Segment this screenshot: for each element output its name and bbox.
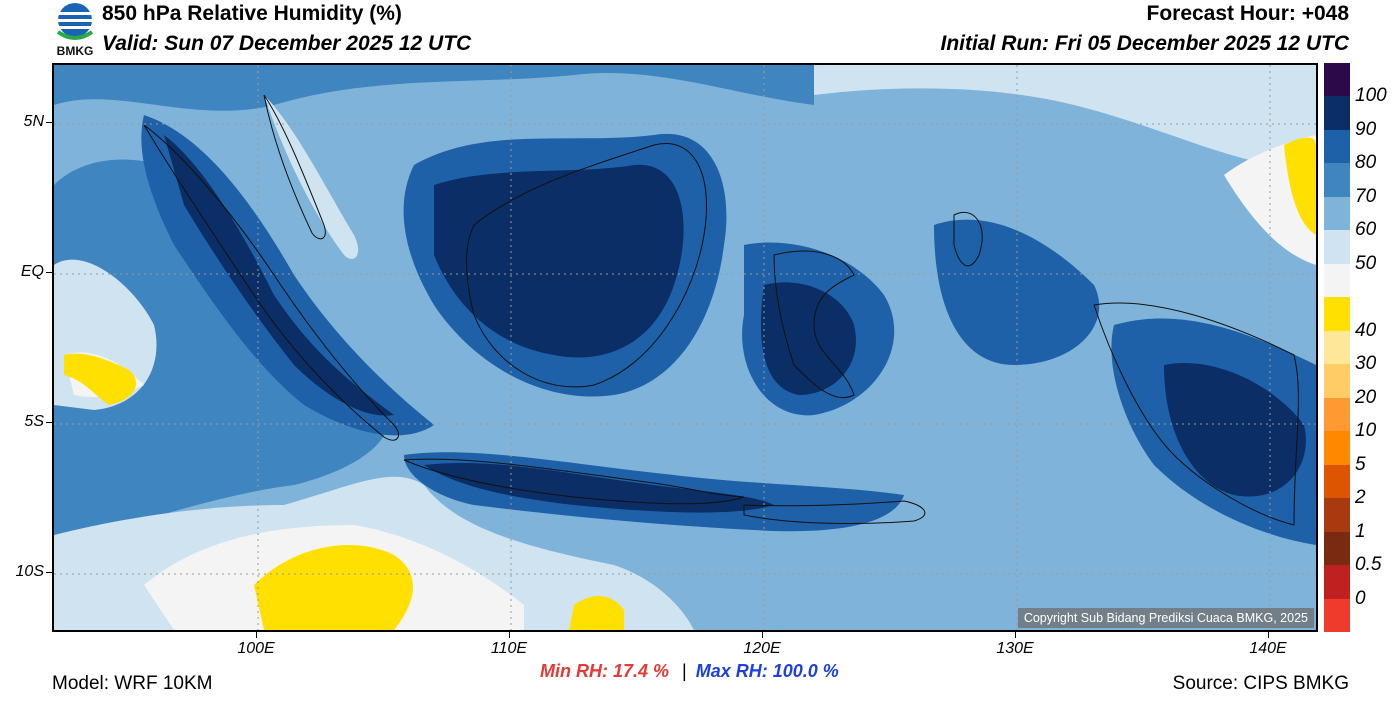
sulawesi-coast xyxy=(773,250,855,399)
lat-label-10s: 10S xyxy=(15,563,44,580)
colorbar-segment xyxy=(1324,531,1350,566)
lon-tick xyxy=(256,632,257,638)
max-rh: Max RH: 100.0 % xyxy=(695,661,839,681)
colorbar-segment xyxy=(1324,364,1350,399)
coastlines xyxy=(143,94,1299,526)
colorbar-label: 10 xyxy=(1355,420,1377,442)
colorbar-segment xyxy=(1324,397,1350,432)
colorbar-segment xyxy=(1324,498,1350,533)
papua-coast xyxy=(1093,302,1299,526)
initial-run: Initial Run: Fri 05 December 2025 12 UTC xyxy=(940,32,1349,55)
lat-label-5n: 5N xyxy=(23,113,44,130)
lon-tick xyxy=(1015,632,1016,638)
lat-tick xyxy=(46,272,52,273)
rh-separator: | xyxy=(682,661,687,681)
java-coast xyxy=(403,458,745,505)
colorbar-label: 50 xyxy=(1355,252,1377,274)
lon-tick xyxy=(1268,632,1269,638)
humidity-field xyxy=(54,65,1316,630)
bmkg-emblem-icon xyxy=(56,3,94,40)
lat-tick xyxy=(46,122,52,123)
colorbar-label: 0 xyxy=(1355,587,1366,609)
colorbar-segment xyxy=(1324,96,1350,131)
colorbar-label: 80 xyxy=(1355,152,1377,174)
min-rh: Min RH: 17.4 % xyxy=(540,661,670,681)
lat-label-eq: EQ xyxy=(20,263,44,280)
lat-tick xyxy=(46,422,52,423)
lon-label-100e: 100E xyxy=(237,640,275,657)
colorbar-label: 90 xyxy=(1355,118,1377,140)
colorbar-segment xyxy=(1324,196,1350,231)
lon-tick xyxy=(762,632,763,638)
colorbar-segment xyxy=(1324,330,1350,365)
lon-label-140e: 140E xyxy=(1249,640,1287,657)
halmahera-coast xyxy=(953,212,983,267)
colorbar-segment xyxy=(1324,163,1350,198)
colorbar-label: 20 xyxy=(1355,386,1377,408)
lon-label-130e: 130E xyxy=(996,640,1034,657)
borneo-coast xyxy=(466,143,708,388)
colorbar-label: 100 xyxy=(1355,85,1387,107)
map-title: 850 hPa Relative Humidity (%) xyxy=(102,2,402,25)
colorbar-label: 0.5 xyxy=(1355,554,1382,576)
humidity-map: Copyright Sub Bidang Prediksi Cuaca BMKG… xyxy=(52,63,1318,632)
colorbar-segment xyxy=(1324,63,1350,97)
colorbar-segment xyxy=(1324,598,1350,633)
colorbar-segment xyxy=(1324,464,1350,499)
lon-tick xyxy=(509,632,510,638)
lon-label-110e: 110E xyxy=(490,640,528,657)
colorbar xyxy=(1324,63,1350,633)
logo-text: BMKG xyxy=(56,44,94,58)
nusa-tenggara-coast xyxy=(743,500,926,524)
rh-range: Min RH: 17.4 % | Max RH: 100.0 % xyxy=(540,661,839,682)
map-gridlines xyxy=(54,65,1316,630)
colorbar-segment xyxy=(1324,129,1350,164)
copyright-note: Copyright Sub Bidang Prediksi Cuaca BMKG… xyxy=(1017,608,1314,628)
model-name: Model: WRF 10KM xyxy=(52,673,213,694)
colorbar-segment xyxy=(1324,263,1350,298)
data-source: Source: CIPS BMKG xyxy=(1172,673,1349,694)
sumatra-coast xyxy=(143,124,399,441)
colorbar-label: 60 xyxy=(1355,219,1377,241)
colorbar-segment xyxy=(1324,565,1350,600)
colorbar-segment xyxy=(1324,431,1350,466)
valid-time: Valid: Sun 07 December 2025 12 UTC xyxy=(102,32,472,55)
lat-tick xyxy=(46,572,52,573)
colorbar-segment xyxy=(1324,230,1350,265)
forecast-hour: Forecast Hour: +048 xyxy=(1146,2,1350,25)
lat-label-5s: 5S xyxy=(24,413,44,430)
colorbar-label: 40 xyxy=(1355,319,1377,341)
colorbar-label: 1 xyxy=(1355,520,1366,542)
colorbar-label: 70 xyxy=(1355,185,1377,207)
colorbar-segment xyxy=(1324,297,1350,332)
colorbar-label: 2 xyxy=(1355,487,1366,509)
colorbar-label: 5 xyxy=(1355,453,1366,475)
bmkg-logo: BMKG xyxy=(52,2,98,60)
lon-label-120e: 120E xyxy=(743,640,781,657)
colorbar-label: 30 xyxy=(1355,353,1377,375)
malaya-coast xyxy=(263,94,326,240)
